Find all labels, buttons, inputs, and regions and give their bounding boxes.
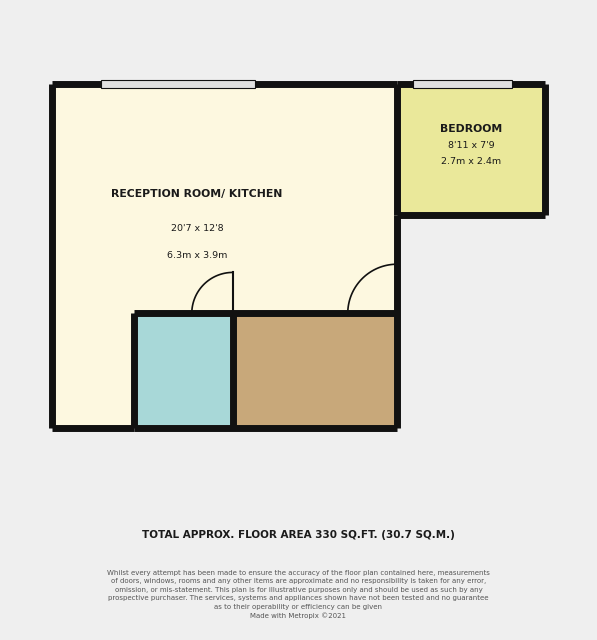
Bar <box>397 84 544 215</box>
Text: 20'7 x 12'8: 20'7 x 12'8 <box>171 224 223 233</box>
Bar <box>233 314 397 428</box>
Text: TOTAL APPROX. FLOOR AREA 330 SQ.FT. (30.7 SQ.M.): TOTAL APPROX. FLOOR AREA 330 SQ.FT. (30.… <box>142 530 455 540</box>
Text: BEDROOM: BEDROOM <box>440 124 502 134</box>
Bar <box>134 314 233 428</box>
Text: Whilst every attempt has been made to ensure the accuracy of the floor plan cont: Whilst every attempt has been made to en… <box>107 570 490 619</box>
Text: RECEPTION ROOM/ KITCHEN: RECEPTION ROOM/ KITCHEN <box>112 189 283 199</box>
Text: 8'11 x 7'9: 8'11 x 7'9 <box>448 141 494 150</box>
Bar <box>53 84 397 428</box>
Bar <box>413 79 512 88</box>
Text: 6.3m x 3.9m: 6.3m x 3.9m <box>167 252 227 260</box>
Bar <box>101 79 255 88</box>
Text: 2.7m x 2.4m: 2.7m x 2.4m <box>441 157 501 166</box>
